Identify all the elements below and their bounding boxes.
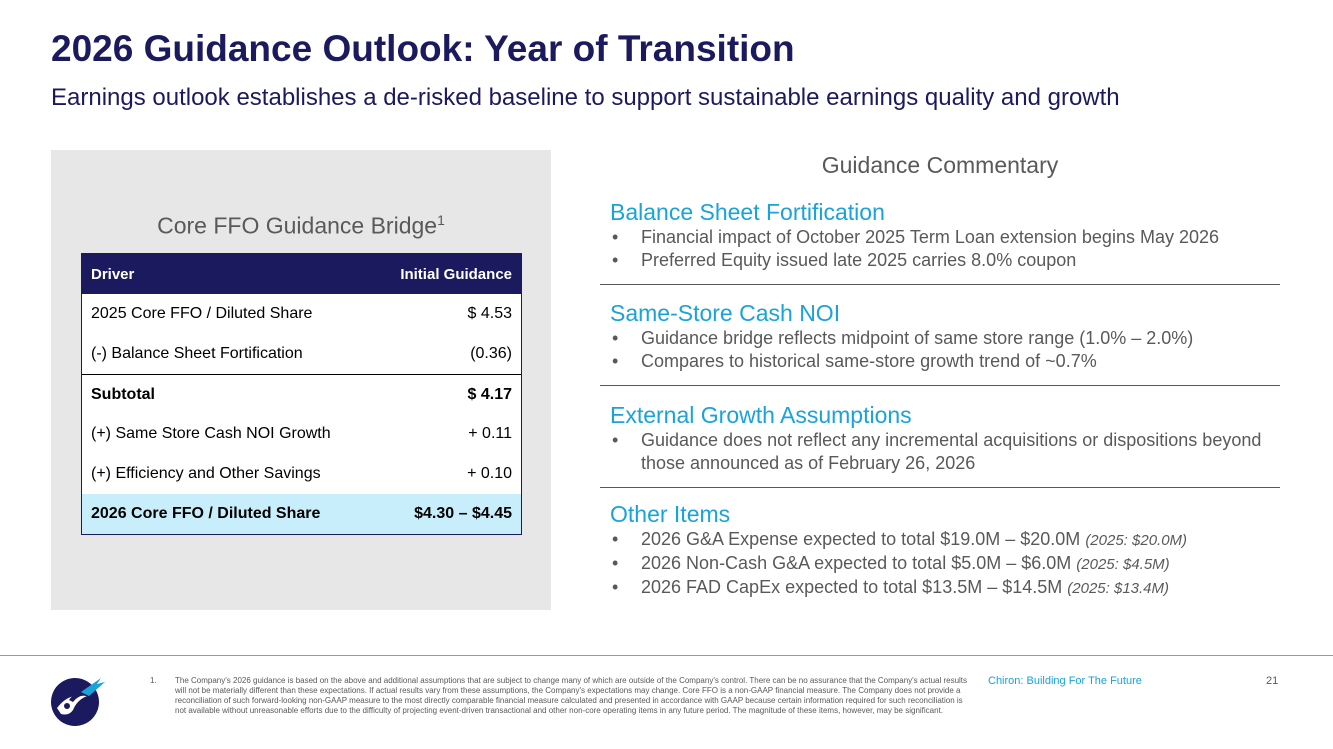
commentary-heading: Guidance Commentary	[821, 152, 1059, 178]
row-label: 2025 Core FFO / Diluted Share	[91, 305, 313, 322]
section-title: Same-Store Cash NOI	[610, 300, 841, 326]
bullet-item: Financial impact of October 2025 Term Lo…	[610, 226, 1280, 249]
footer-tagline: Chiron: Building For The Future	[988, 675, 1142, 687]
bullet-text: 2026 Non-Cash G&A expected to total $5.0…	[641, 553, 1072, 573]
row-label: Subtotal	[91, 385, 155, 403]
page-title: 2026 Guidance Outlook: Year of Transitio…	[51, 28, 795, 69]
bridge-title-footnote-ref: 1	[437, 212, 445, 228]
section-divider	[600, 284, 1280, 285]
section-divider	[600, 487, 1280, 488]
guidance-bridge-panel: Core FFO Guidance Bridge1 Driver Initial…	[51, 150, 551, 610]
bullet-item: Preferred Equity issued late 2025 carrie…	[610, 249, 1280, 272]
page-subtitle: Earnings outlook establishes a de-risked…	[51, 84, 1120, 111]
bullet-text: 2026 G&A Expense expected to total $19.0…	[641, 529, 1081, 549]
bridge-table-header: Driver Initial Guidance	[82, 254, 521, 294]
bullet-item: 2026 FAD CapEx expected to total $13.5M …	[610, 576, 1280, 600]
section-title: Balance Sheet Fortification	[610, 199, 885, 225]
row-value: (0.36)	[470, 345, 512, 362]
commentary-section-balance-sheet: Balance Sheet Fortification Financial im…	[610, 198, 1280, 272]
table-row: (+) Same Store Cash NOI Growth + 0.11	[82, 414, 521, 454]
table-row: 2025 Core FFO / Diluted Share $ 4.53	[82, 294, 521, 334]
row-value: + 0.10	[467, 465, 512, 482]
bullet-list: Guidance does not reflect any incrementa…	[610, 429, 1280, 475]
bullet-text: Compares to historical same-store growth…	[641, 351, 1097, 371]
bullet-list: 2026 G&A Expense expected to total $19.0…	[610, 528, 1280, 600]
bullet-note: (2025: $13.4M)	[1067, 580, 1170, 597]
bullet-item: Guidance does not reflect any incrementa…	[610, 429, 1280, 475]
table-row-subtotal: Subtotal $ 4.17	[82, 374, 521, 414]
footnote-number: 1.	[150, 676, 157, 685]
page-number: 21	[1266, 675, 1279, 687]
bullet-item: Guidance bridge reflects midpoint of sam…	[610, 327, 1280, 350]
header-driver: Driver	[91, 265, 135, 283]
section-title: Other Items	[610, 501, 731, 527]
row-label: (+) Efficiency and Other Savings	[91, 465, 321, 482]
commentary-section-external-growth: External Growth Assumptions Guidance doe…	[610, 401, 1280, 475]
bullet-item: 2026 Non-Cash G&A expected to total $5.0…	[610, 552, 1280, 576]
row-value: $4.30 – $4.45	[414, 505, 512, 522]
header-initial-guidance: Initial Guidance	[400, 265, 512, 283]
commentary-section-other-items: Other Items 2026 G&A Expense expected to…	[610, 500, 1280, 600]
row-label: (-) Balance Sheet Fortification	[91, 345, 303, 362]
bridge-title-text: Core FFO Guidance Bridge	[157, 212, 438, 239]
table-row-total: 2026 Core FFO / Diluted Share $4.30 – $4…	[82, 494, 521, 534]
footer-divider	[0, 655, 1333, 656]
table-row: (+) Efficiency and Other Savings + 0.10	[82, 454, 521, 494]
bullet-item: 2026 G&A Expense expected to total $19.0…	[610, 528, 1280, 552]
bullet-text: 2026 FAD CapEx expected to total $13.5M …	[641, 577, 1063, 597]
bullet-text: Preferred Equity issued late 2025 carrie…	[641, 250, 1077, 270]
bullet-note: (2025: $20.0M)	[1085, 532, 1188, 549]
row-label: (+) Same Store Cash NOI Growth	[91, 425, 331, 442]
table-row: (-) Balance Sheet Fortification (0.36)	[82, 334, 521, 374]
bullet-text: Guidance does not reflect any incrementa…	[641, 430, 1262, 473]
bullet-list: Financial impact of October 2025 Term Lo…	[610, 226, 1280, 272]
bullet-item: Compares to historical same-store growth…	[610, 350, 1280, 373]
section-title: External Growth Assumptions	[610, 402, 912, 428]
row-value: + 0.11	[468, 425, 512, 442]
section-divider	[600, 385, 1280, 386]
row-value: $ 4.17	[467, 385, 512, 403]
bullet-text: Financial impact of October 2025 Term Lo…	[641, 227, 1220, 247]
bridge-table: Driver Initial Guidance 2025 Core FFO / …	[81, 253, 522, 535]
chiron-logo-icon	[47, 670, 107, 730]
row-label: 2026 Core FFO / Diluted Share	[91, 505, 321, 522]
row-value: $ 4.53	[467, 305, 512, 322]
bullet-note: (2025: $4.5M)	[1076, 556, 1170, 573]
commentary-section-same-store: Same-Store Cash NOI Guidance bridge refl…	[610, 299, 1280, 373]
bridge-title: Core FFO Guidance Bridge1	[51, 212, 551, 240]
footnote-text: The Company's 2026 guidance is based on …	[175, 676, 968, 715]
bullet-list: Guidance bridge reflects midpoint of sam…	[610, 327, 1280, 373]
bullet-text: Guidance bridge reflects midpoint of sam…	[641, 328, 1194, 348]
